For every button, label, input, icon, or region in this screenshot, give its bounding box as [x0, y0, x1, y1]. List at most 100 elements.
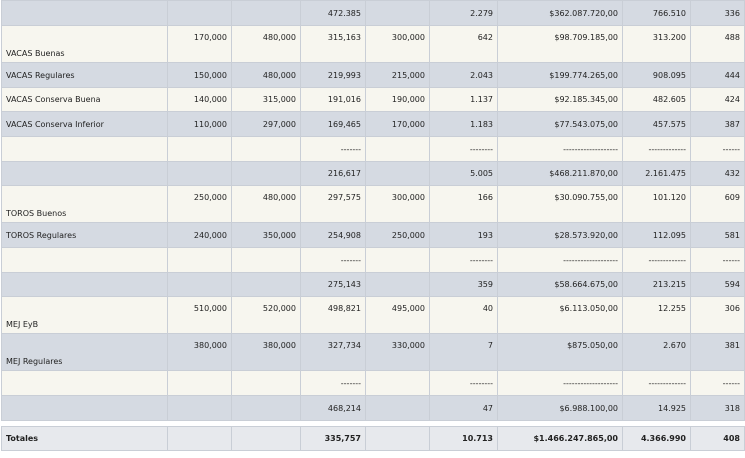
cell [167, 136, 232, 162]
cell: 219,993 [300, 62, 366, 88]
cell [365, 136, 430, 162]
cell [365, 426, 430, 451]
cell [231, 161, 301, 186]
cell: 170,000 [365, 111, 430, 137]
cell: 424 [690, 87, 745, 112]
cell: 581 [690, 222, 745, 248]
separator-row: ------- -------- ------------------- ---… [1, 247, 745, 273]
cell: 1.183 [429, 111, 498, 137]
cell: $28.573.920,00 [497, 222, 623, 248]
cell: $199.774.265,00 [497, 62, 623, 88]
cell: 2.279 [429, 0, 498, 26]
cell: $58.664.675,00 [497, 272, 623, 297]
row-label [1, 395, 168, 421]
cell [365, 0, 430, 26]
dash-separator: ------------- [622, 136, 691, 162]
cell: 482.605 [622, 87, 691, 112]
cell: 350,000 [231, 222, 301, 248]
row-label: VACAS Conserva Buena [1, 87, 168, 112]
cell: 908.095 [622, 62, 691, 88]
cell [365, 161, 430, 186]
cell [167, 395, 232, 421]
cell: 766.510 [622, 0, 691, 26]
cell: 190,000 [365, 87, 430, 112]
totals-label: Totales [1, 426, 168, 451]
cell: 2.043 [429, 62, 498, 88]
cell: 101.120 [622, 185, 691, 223]
cell: 444 [690, 62, 745, 88]
cell: 468,214 [300, 395, 366, 421]
table-row: 472.385 2.279 $362.087.720,00 766.510 33… [1, 0, 745, 26]
cell: 250,000 [365, 222, 430, 248]
cell [231, 272, 301, 297]
cell [231, 136, 301, 162]
cell: $6.113.050,00 [497, 296, 623, 334]
cell: 336 [690, 0, 745, 26]
row-label [1, 161, 168, 186]
cell: 520,000 [231, 296, 301, 334]
total-cell: 335,757 [300, 426, 366, 451]
cell: $875.050,00 [497, 333, 623, 371]
total-cell: 10.713 [429, 426, 498, 451]
cell: 498,821 [300, 296, 366, 334]
cell: $6.988.100,00 [497, 395, 623, 421]
subtotal-row: 468,214 47 $6.988.100,00 14.925 318 [1, 395, 745, 421]
cell: 480,000 [231, 185, 301, 223]
cell: 213.215 [622, 272, 691, 297]
cell: 193 [429, 222, 498, 248]
cell [167, 426, 232, 451]
cell: 215,000 [365, 62, 430, 88]
cell: 140,000 [167, 87, 232, 112]
cell: 300,000 [365, 25, 430, 63]
cell: 306 [690, 296, 745, 334]
cell: 457.575 [622, 111, 691, 137]
cell [231, 370, 301, 396]
row-label: VACAS Regulares [1, 62, 168, 88]
cell: 254,908 [300, 222, 366, 248]
dash-separator: ------ [690, 370, 745, 396]
spacer-row [1, 420, 745, 427]
cell: 5.005 [429, 161, 498, 186]
row-label: VACAS Buenas [1, 25, 168, 63]
dash-separator: ------------------- [497, 247, 623, 273]
cell: 7 [429, 333, 498, 371]
subtotal-row: 216,617 5.005 $468.211.870,00 2.161.475 … [1, 161, 745, 186]
dash-separator: -------- [429, 247, 498, 273]
cell: 297,575 [300, 185, 366, 223]
cell: $98.709.185,00 [497, 25, 623, 63]
cell: $362.087.720,00 [497, 0, 623, 26]
cell: 12.255 [622, 296, 691, 334]
dash-separator: ------ [690, 247, 745, 273]
cell [231, 395, 301, 421]
cell [167, 0, 232, 26]
cell: 472.385 [300, 0, 366, 26]
cell: 150,000 [167, 62, 232, 88]
row-label: MEJ Regulares [1, 333, 168, 371]
row-label [1, 370, 168, 396]
cell: 2.670 [622, 333, 691, 371]
cell: 380,000 [231, 333, 301, 371]
row-label [1, 0, 168, 26]
dash-separator: ------------- [622, 370, 691, 396]
cell [167, 247, 232, 273]
cell [365, 395, 430, 421]
cell: 315,163 [300, 25, 366, 63]
row-label: VACAS Conserva Inferior [1, 111, 168, 137]
cell: 275,143 [300, 272, 366, 297]
dash-separator: ------- [300, 136, 366, 162]
dash-separator: -------- [429, 136, 498, 162]
cell: 480,000 [231, 62, 301, 88]
cell: 169,465 [300, 111, 366, 137]
cell: 297,000 [231, 111, 301, 137]
cell: 250,000 [167, 185, 232, 223]
cell: 240,000 [167, 222, 232, 248]
cell [167, 370, 232, 396]
cell [167, 161, 232, 186]
total-cell: 408 [690, 426, 745, 451]
cell: 166 [429, 185, 498, 223]
cell: 191,016 [300, 87, 366, 112]
cell: $30.090.755,00 [497, 185, 623, 223]
cell: 47 [429, 395, 498, 421]
cell: 609 [690, 185, 745, 223]
row-label: MEJ EyB [1, 296, 168, 334]
